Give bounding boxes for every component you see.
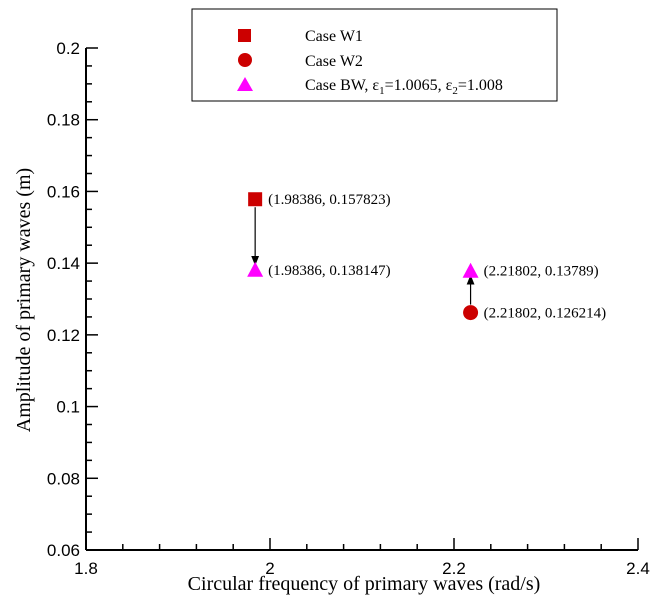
legend-label-case-w2: Case W2 [305,53,363,70]
y-tick-label: 0.08 [47,469,80,488]
y-tick-label: 0.12 [47,326,80,345]
y-tick-label: 0.16 [47,182,80,201]
point-triangle [247,261,264,277]
axes: 1.8 2 2.2 2.4 0.06 0.08 0.1 0.12 0.14 0.16 0.18 0.2 [47,39,650,578]
x-tick-label: 1.8 [74,559,98,578]
y-tick-label: 0.1 [56,398,80,417]
point-square [248,192,263,207]
data-label: (1.98386, 0.157823) [268,192,391,208]
data-points [247,192,479,321]
y-tick-label: 0.14 [47,254,80,273]
arrows [251,207,475,305]
data-labels: (1.98386, 0.157823) (2.21802, 0.126214) (1… [268,192,606,321]
legend-label-case-bw: Case BW, ε1=1.0065, ε2=1.008 [305,77,503,97]
x-tick-label: 2.2 [442,559,466,578]
legend-marker-case-w1 [238,29,251,42]
legend-label-case-w1: Case W1 [305,28,363,45]
legend-marker-case-w2 [238,53,252,67]
x-tick-label: 2 [265,559,274,578]
y-tick-label: 0.18 [47,111,80,130]
y-tick-label: 0.06 [47,541,80,560]
x-axis-title: Circular frequency of primary waves (rad… [188,573,541,595]
point-triangle [462,262,479,278]
legend-marker-case-bw [237,77,253,91]
y-axis-title: Amplitude of primary waves (m) [13,168,35,432]
data-label: (1.98386, 0.138147) [268,263,391,279]
legend: Case W1 Case W2 Case BW, ε1=1.0065, ε2=1… [191,8,558,102]
data-label: (2.21802, 0.13789) [484,264,599,280]
data-label: (2.21802, 0.126214) [484,306,606,322]
y-tick-label: 0.2 [56,39,80,58]
x-tick-label: 2.4 [626,559,650,578]
point-circle [463,305,479,321]
legend-box [191,8,558,102]
